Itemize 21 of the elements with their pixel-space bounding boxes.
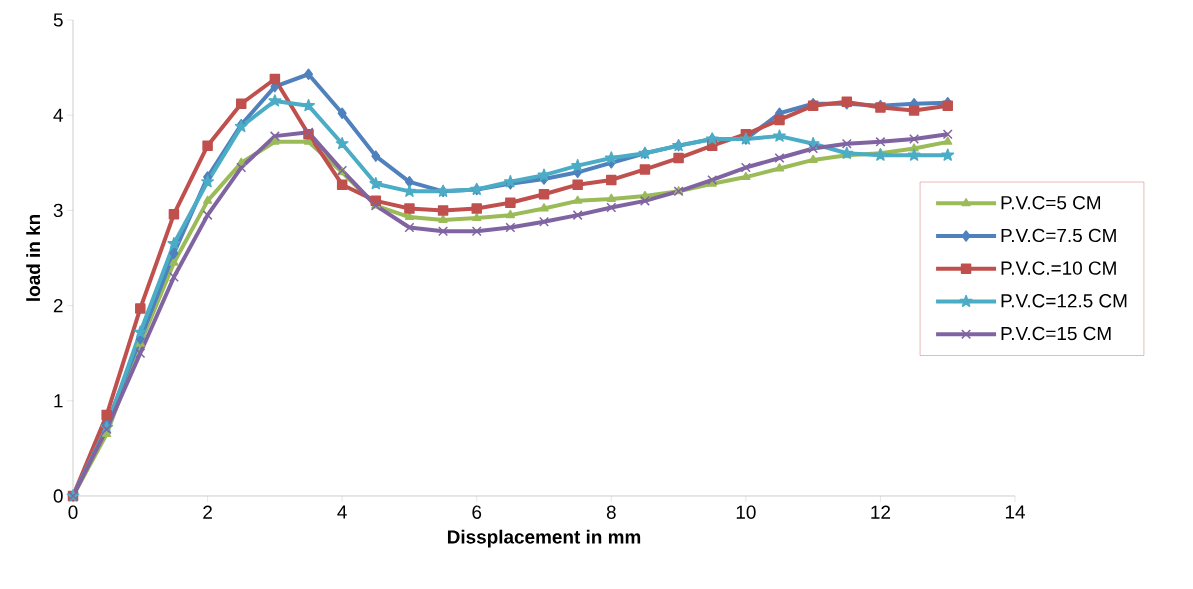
x-tick-label: 0 bbox=[68, 505, 78, 519]
y-axis-title: load in kn bbox=[26, 214, 41, 301]
x-tick-label: 2 bbox=[203, 505, 212, 519]
y-tick-label: 3 bbox=[53, 203, 63, 218]
legend-label: P.V.C=12.5 CM bbox=[1001, 294, 1127, 308]
x-tick-label: 6 bbox=[472, 505, 482, 519]
legend-label: P.V.C=5 CM bbox=[1001, 196, 1101, 210]
x-tick-label: 10 bbox=[736, 505, 756, 519]
y-tick-label: 1 bbox=[54, 394, 63, 408]
x-tick-label: 4 bbox=[337, 505, 347, 519]
x-tick-label: 8 bbox=[606, 505, 616, 519]
x-tick-label: 14 bbox=[1005, 505, 1025, 519]
y-tick-label: 0 bbox=[53, 489, 63, 503]
legend-label: P.V.C=15 CM bbox=[1001, 326, 1111, 341]
y-tick-label: 4 bbox=[53, 108, 63, 122]
x-axis-title: Dissplacement in mm bbox=[447, 529, 641, 548]
y-tick-label: 2 bbox=[53, 298, 63, 313]
y-tick-label: 5 bbox=[53, 13, 63, 27]
x-tick-label: 12 bbox=[871, 505, 891, 519]
legend-label: P.V.C.=10 CM bbox=[1001, 261, 1116, 275]
legend-label: P.V.C=7.5 CM bbox=[1001, 228, 1116, 243]
